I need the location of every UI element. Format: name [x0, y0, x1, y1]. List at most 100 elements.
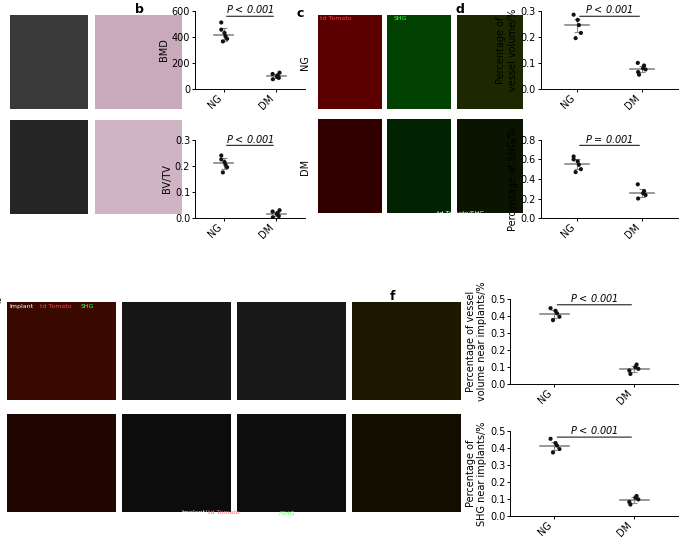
Text: td Tomato: td Tomato — [40, 305, 72, 309]
Y-axis label: Percentage of vessel
volume near implants/%: Percentage of vessel volume near implant… — [466, 282, 488, 401]
Point — [219, 158, 230, 166]
Point — [551, 441, 562, 450]
Point — [550, 439, 561, 448]
FancyBboxPatch shape — [318, 118, 382, 213]
Point — [216, 25, 227, 34]
Point — [267, 213, 278, 222]
Point — [633, 495, 644, 504]
Y-axis label: Percentage of
SHG near implants/%: Percentage of SHG near implants/% — [466, 422, 488, 526]
Text: td Tomato: td Tomato — [320, 16, 351, 21]
Text: td Tomato/SHG: td Tomato/SHG — [437, 211, 484, 216]
Point — [547, 448, 558, 457]
FancyBboxPatch shape — [237, 414, 346, 512]
Point — [570, 34, 581, 43]
Point — [267, 207, 278, 216]
Point — [568, 152, 579, 161]
Y-axis label: Percentage of SHG/%: Percentage of SHG/% — [508, 127, 518, 231]
Point — [632, 180, 643, 189]
FancyBboxPatch shape — [10, 15, 88, 109]
Text: DM: DM — [0, 159, 1, 175]
Point — [545, 435, 556, 443]
Point — [271, 72, 282, 81]
Point — [271, 210, 282, 218]
Point — [573, 160, 584, 169]
Point — [625, 370, 636, 378]
Point — [633, 194, 644, 203]
Text: NG: NG — [300, 55, 310, 70]
Point — [624, 498, 635, 506]
Point — [575, 29, 586, 37]
Text: d: d — [456, 3, 464, 16]
Point — [624, 366, 635, 375]
Point — [273, 74, 284, 82]
Point — [633, 365, 644, 373]
Point — [217, 168, 228, 177]
Point — [630, 493, 641, 502]
Point — [638, 64, 649, 73]
Y-axis label: BMD: BMD — [159, 38, 169, 61]
FancyBboxPatch shape — [122, 414, 231, 512]
Point — [630, 363, 641, 371]
Point — [568, 155, 579, 164]
Point — [219, 29, 230, 37]
Text: $P$ < 0.001: $P$ < 0.001 — [225, 3, 274, 16]
Text: Implant: Implant — [9, 305, 34, 309]
Point — [638, 61, 649, 70]
Point — [551, 309, 562, 317]
FancyBboxPatch shape — [456, 15, 523, 109]
Text: td Tomato: td Tomato — [208, 511, 239, 515]
Text: $P$ < 0.001: $P$ < 0.001 — [570, 424, 619, 436]
Point — [547, 316, 558, 324]
Text: NG: NG — [0, 55, 1, 70]
FancyBboxPatch shape — [7, 302, 116, 400]
FancyBboxPatch shape — [7, 414, 116, 512]
Point — [222, 34, 233, 43]
Point — [640, 65, 651, 74]
Point — [570, 168, 581, 176]
Point — [554, 445, 565, 454]
FancyBboxPatch shape — [122, 302, 231, 400]
Point — [267, 70, 278, 79]
Text: /SHG: /SHG — [279, 511, 295, 515]
Point — [568, 10, 579, 19]
Text: e: e — [0, 294, 1, 307]
Point — [550, 307, 561, 315]
Point — [220, 160, 231, 169]
Point — [216, 155, 227, 164]
Point — [633, 68, 644, 76]
Point — [267, 75, 278, 83]
Point — [272, 71, 283, 80]
Point — [575, 165, 586, 173]
Point — [554, 313, 565, 321]
Point — [216, 151, 227, 160]
Text: SHG: SHG — [81, 305, 95, 309]
Point — [217, 37, 228, 46]
Point — [573, 21, 584, 30]
Y-axis label: BV/TV: BV/TV — [162, 165, 172, 193]
FancyBboxPatch shape — [10, 119, 88, 214]
Point — [638, 187, 649, 195]
Point — [638, 189, 649, 197]
Point — [634, 70, 645, 79]
Point — [220, 32, 231, 40]
Point — [272, 209, 283, 217]
Point — [625, 500, 636, 509]
Text: DM: DM — [300, 159, 310, 175]
FancyBboxPatch shape — [95, 119, 182, 214]
FancyBboxPatch shape — [352, 302, 461, 400]
Point — [273, 211, 284, 220]
Text: f: f — [390, 291, 395, 303]
FancyBboxPatch shape — [352, 414, 461, 512]
FancyBboxPatch shape — [387, 118, 451, 213]
Text: $P$ < 0.001: $P$ < 0.001 — [585, 3, 634, 16]
Point — [572, 16, 583, 24]
FancyBboxPatch shape — [456, 118, 523, 213]
Y-axis label: Percentage of
vessel volume/%: Percentage of vessel volume/% — [496, 9, 518, 91]
FancyBboxPatch shape — [318, 15, 382, 109]
FancyBboxPatch shape — [237, 302, 346, 400]
Text: $P$ < 0.001: $P$ < 0.001 — [225, 132, 274, 145]
Point — [274, 206, 285, 215]
FancyBboxPatch shape — [95, 15, 182, 109]
Text: b: b — [134, 3, 143, 16]
Point — [222, 163, 233, 172]
